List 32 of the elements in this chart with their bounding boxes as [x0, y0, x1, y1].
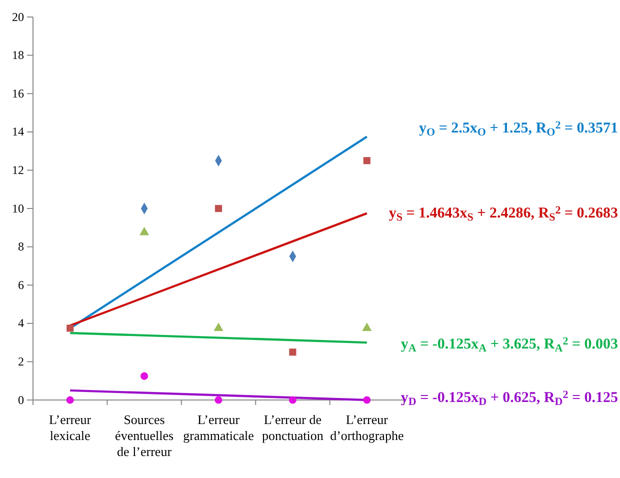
y-tick-label: 14 [12, 124, 24, 139]
text: y$_{O}$ = 2.5x$_{O}$ + 1.25, R$_{O}$$^{2}$ = 0.3571 [419, 119, 618, 139]
y-tick-label: 16 [12, 86, 24, 100]
annotation: y$_{D}$ = -0.125x$_{D}$ + 0.625, R$_{D}$$^{2}$ = 0.125 [400, 388, 618, 408]
point [139, 226, 150, 236]
point [288, 396, 296, 404]
point [289, 348, 296, 356]
y-tick-label: 12 [12, 163, 24, 178]
x-tick-label: Sources éventuelles de l’erreur [115, 412, 174, 459]
y-tick-label: 2 [18, 354, 24, 369]
point [214, 204, 222, 212]
x-tick-label: L’erreur de ponctuation [262, 412, 324, 443]
point [66, 396, 74, 404]
annotation: y$_{A}$ = -0.125x$_{A}$ + 3.625, R$_{A}$$^{2}$ = 0.003 [400, 335, 618, 355]
y-tick-label: 20 [12, 10, 24, 24]
y-tick-label: 6 [18, 278, 24, 292]
point [140, 372, 148, 380]
point [214, 396, 222, 404]
point [363, 396, 371, 404]
x-tick-label: L’erreur grammaticale [183, 412, 254, 443]
y-tick-label: 8 [18, 240, 24, 254]
y-tick-label: 10 [12, 201, 24, 216]
point [363, 157, 370, 164]
y-tick-label: 0 [18, 392, 24, 407]
point [66, 324, 74, 332]
annotation: y$_{S}$ = 1.4643x$_{S}$ + 2.4286, R$_{S}$$^{2}$ = 0.2683 [388, 204, 618, 224]
y-tick-label: 18 [12, 48, 24, 62]
y-tick-label: 4 [18, 316, 24, 330]
x-tick-label: L’erreur lexicale [49, 412, 92, 443]
point [214, 322, 224, 331]
x-tick-label: L’erreur d’orthographe [330, 412, 404, 443]
point [362, 322, 372, 331]
